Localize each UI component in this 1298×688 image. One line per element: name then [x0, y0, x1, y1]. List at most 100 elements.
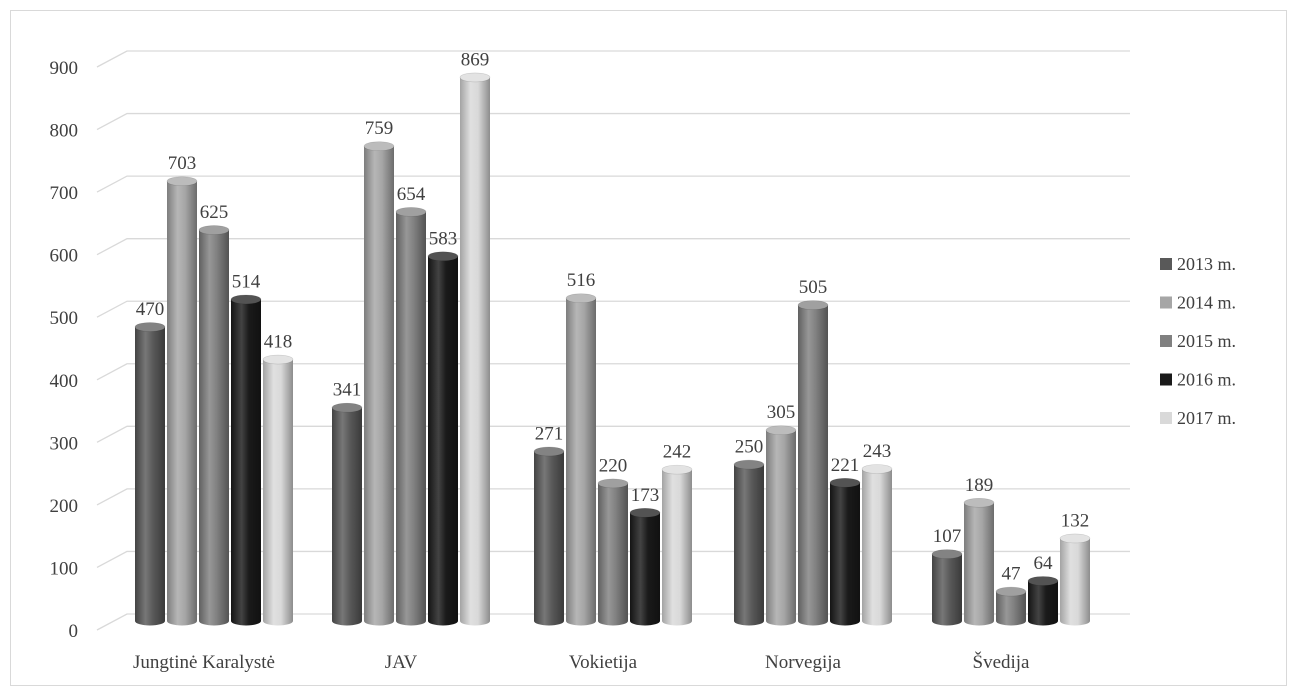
data-label: 583	[429, 228, 458, 249]
data-label: 243	[863, 441, 892, 462]
bar-body	[662, 469, 692, 626]
data-label: 869	[461, 49, 490, 70]
data-label: 470	[136, 299, 165, 320]
bar-body	[798, 305, 828, 626]
y-tick-label: 600	[50, 246, 79, 267]
data-label: 505	[799, 277, 828, 298]
legend-swatch	[1160, 412, 1172, 424]
legend-label: 2014 m.	[1177, 293, 1236, 313]
bar	[134, 322, 166, 626]
bar	[995, 586, 1027, 626]
bar-top	[765, 425, 797, 436]
bar	[395, 207, 427, 626]
data-label: 271	[535, 423, 564, 444]
data-label: 654	[397, 184, 426, 205]
bar-body	[1028, 580, 1058, 626]
data-label: 305	[767, 402, 796, 423]
bar	[963, 497, 995, 626]
data-label: 625	[200, 202, 229, 223]
bar	[262, 354, 294, 626]
bar	[733, 459, 765, 626]
bar-top	[829, 477, 861, 488]
bar	[166, 176, 198, 626]
data-label: 47	[1002, 564, 1021, 585]
bar-body	[534, 451, 564, 626]
bar-top	[661, 464, 693, 475]
bar	[1027, 576, 1059, 626]
bar	[797, 300, 829, 626]
data-label: 418	[264, 332, 293, 353]
legend-swatch	[1160, 258, 1172, 270]
bar	[597, 478, 629, 626]
bar-top	[363, 141, 395, 152]
data-label: 341	[333, 380, 362, 401]
data-labels: 4707036255144183417596545838692715162201…	[136, 49, 1090, 584]
bar-top	[459, 72, 491, 83]
bar-body	[862, 468, 892, 626]
gridline	[96, 238, 1130, 256]
data-label: 107	[933, 526, 962, 547]
bar-body	[734, 464, 764, 626]
bar-top	[166, 176, 198, 187]
data-label: 242	[663, 442, 692, 463]
bar-body	[428, 256, 458, 626]
bar-body	[830, 482, 860, 626]
bar-top	[134, 322, 166, 332]
bar-body	[766, 430, 796, 626]
bar-top	[533, 446, 565, 457]
bar-top	[995, 586, 1027, 597]
data-label: 250	[735, 437, 764, 458]
gridline	[96, 300, 1130, 318]
bar	[198, 225, 230, 626]
data-label: 173	[631, 485, 660, 506]
y-tick-label: 900	[50, 58, 79, 79]
bar	[629, 507, 661, 626]
gridline	[96, 175, 1130, 193]
bar-body	[199, 230, 229, 626]
bar-body	[964, 502, 994, 626]
bar-body	[364, 146, 394, 626]
legend-swatch	[1160, 373, 1172, 386]
bar	[861, 464, 893, 626]
x-category-label: Vokietija	[569, 652, 638, 673]
gridline	[96, 112, 1130, 131]
data-label: 516	[567, 270, 596, 291]
bar-body	[396, 211, 426, 626]
bar-body	[996, 591, 1026, 626]
legend-item: 2016 m.	[1160, 370, 1236, 390]
bar-top	[797, 300, 829, 310]
y-tick-label: 100	[50, 558, 79, 579]
y-axis-ticks: 0 100 200 300 400 500 600 700 800 900	[50, 58, 79, 642]
bar-body	[167, 181, 197, 626]
data-label: 703	[168, 153, 197, 174]
bar	[230, 294, 262, 626]
data-label: 759	[365, 118, 394, 139]
bars	[134, 72, 1091, 626]
bar-body	[566, 298, 596, 626]
bar-body	[932, 554, 962, 626]
y-tick-label: 800	[50, 121, 79, 142]
bar-top	[262, 354, 294, 365]
legend: 2013 m. 2014 m. 2015 m. 2016 m. 2017 m.	[1160, 254, 1236, 428]
y-tick-label: 300	[50, 433, 79, 454]
y-tick-label: 200	[50, 496, 79, 517]
x-category-label: Norvegija	[765, 652, 842, 673]
gridline	[96, 425, 1130, 443]
bar	[1059, 533, 1091, 626]
bar-body	[231, 299, 261, 626]
bar-top	[597, 478, 629, 489]
legend-swatch	[1160, 335, 1172, 347]
bar	[931, 549, 963, 626]
bar	[427, 251, 459, 626]
bar	[363, 141, 395, 626]
legend-label: 2015 m.	[1177, 331, 1236, 351]
bar	[459, 72, 491, 626]
data-label: 64	[1034, 553, 1054, 574]
y-tick-label: 700	[50, 183, 79, 204]
bar	[565, 293, 597, 626]
x-axis-categories: Jungtinė Karalystė JAV Vokietija Norvegija Š…	[133, 651, 1030, 673]
x-category-label: Švedija	[973, 651, 1031, 673]
bar-top	[230, 294, 262, 305]
bar-body	[332, 407, 362, 626]
bar-top	[629, 507, 661, 518]
